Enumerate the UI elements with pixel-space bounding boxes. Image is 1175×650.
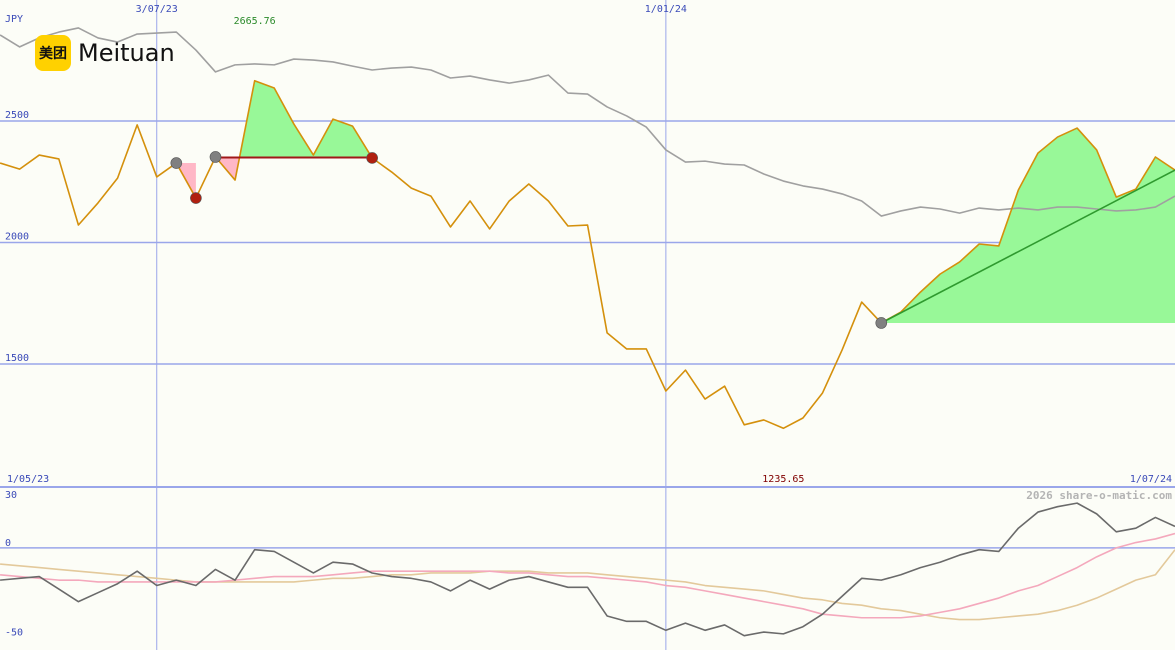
y-tick-label: 30 <box>5 490 17 501</box>
x-range-start: 1/05/23 <box>7 474 49 485</box>
x-tick-label: 1/01/24 <box>645 4 687 15</box>
series-line <box>0 27 1175 217</box>
region-fill <box>881 128 1175 323</box>
trend-line <box>880 169 1175 324</box>
low-label: 1235.65 <box>762 474 804 485</box>
series-line <box>0 502 1175 637</box>
y-tick-label: 2500 <box>5 110 29 121</box>
watermark: 2026 share-o-matic.com <box>1026 489 1172 502</box>
annotations <box>170 151 1175 329</box>
fills <box>176 80 1175 323</box>
y-tick-label: 1500 <box>5 353 29 364</box>
signal-marker <box>875 317 888 329</box>
lines <box>0 27 1175 637</box>
x-range-end: 1/07/24 <box>1130 474 1172 485</box>
logo-mark: 美团 <box>39 45 67 62</box>
y-unit: JPY <box>5 14 23 25</box>
signal-marker <box>190 192 202 204</box>
signal-marker <box>209 151 222 163</box>
logo-badge <box>35 35 71 71</box>
series-line <box>0 549 1175 621</box>
series-line <box>0 532 1175 619</box>
region-fill <box>215 80 373 158</box>
y-tick-label: -50 <box>5 627 23 638</box>
high-label: 2665.76 <box>234 16 276 27</box>
labels: 2500 2000 1500 3/07/23 1/01/24 1/05/23 1/07/24… <box>5 4 1172 638</box>
region-fill <box>215 157 373 181</box>
signal-marker <box>170 157 183 169</box>
y-tick-label: 2000 <box>5 232 29 243</box>
x-tick-label: 3/07/23 <box>136 4 178 15</box>
signal-marker <box>366 152 378 164</box>
y-tick-label: 0 <box>5 538 11 549</box>
logo-name: Meituan <box>78 39 175 67</box>
